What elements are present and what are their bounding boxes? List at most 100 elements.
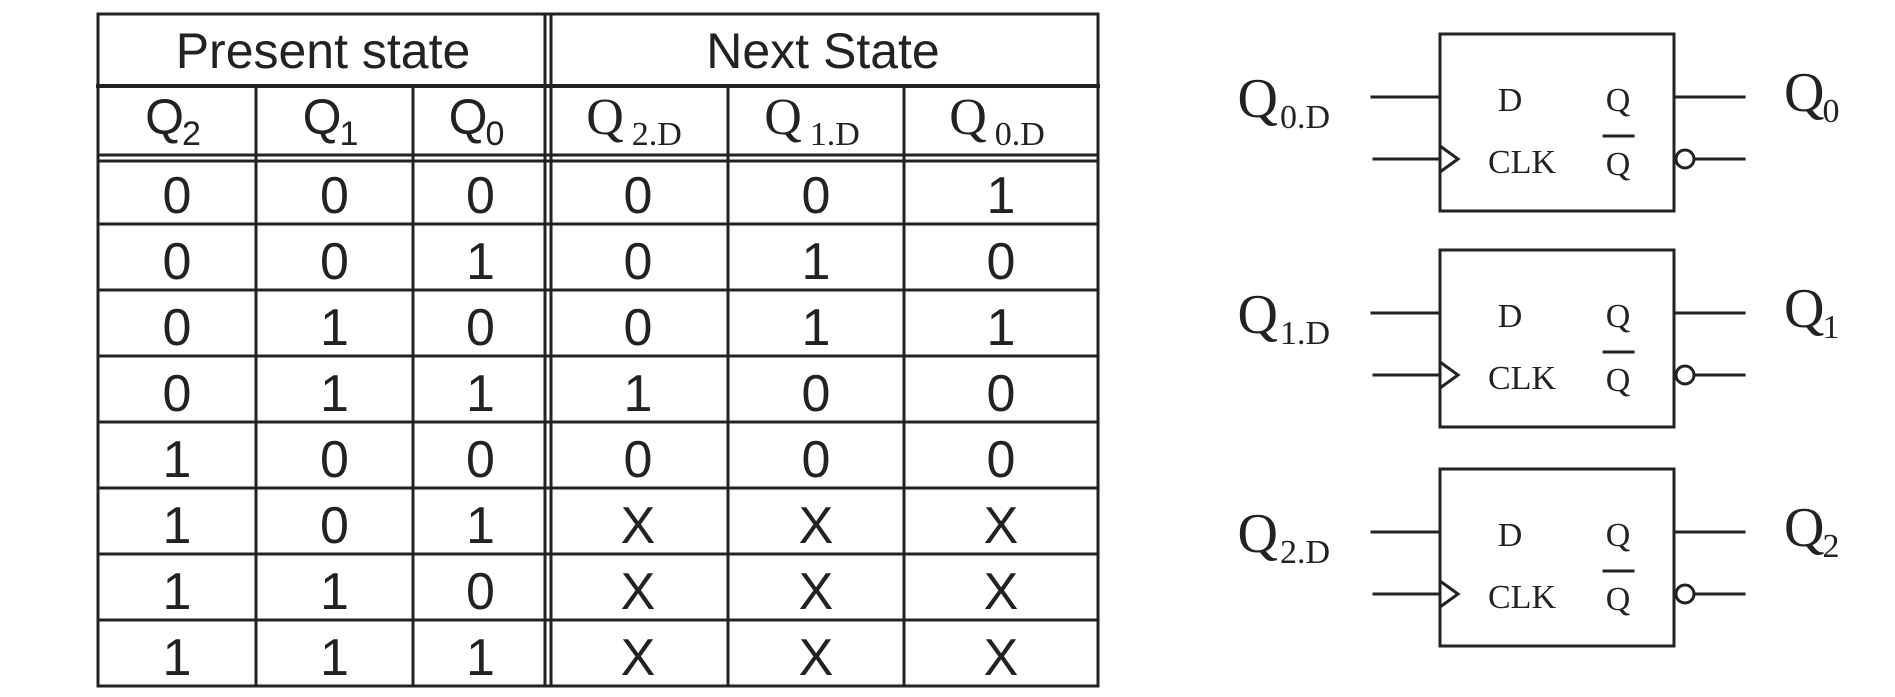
flip-flop-input-label-subscript: 0.D — [1280, 99, 1330, 136]
inversion-bubble — [1674, 583, 1696, 605]
table-cell: X — [799, 629, 834, 687]
flip-flop-input-label-subscript: 2.D — [1280, 534, 1330, 571]
flip-flop-input-label-base: Q — [1237, 503, 1277, 565]
table-cell: X — [621, 497, 656, 555]
table-cell: X — [799, 497, 834, 555]
flip-flop-output-label-base: Q — [1784, 62, 1824, 124]
flip-flop-output-label: Q2 — [1784, 497, 1839, 565]
table-cell: 0 — [163, 233, 192, 291]
column-header-base: Q — [303, 89, 342, 145]
pin-label-qbar: Q — [1606, 146, 1631, 183]
column-header: Q1 — [303, 89, 359, 153]
table-cell: 0 — [466, 431, 495, 489]
table-cell: 0 — [624, 299, 653, 357]
inversion-bubble — [1674, 364, 1696, 386]
pin-label-clk: CLK — [1488, 144, 1556, 181]
table-cell: X — [984, 563, 1019, 621]
column-header-subscript: 1 — [339, 115, 358, 153]
table-cell: 1 — [163, 431, 192, 489]
flip-flop-input-label: Q2.D — [1237, 503, 1330, 571]
table-cell: 0 — [466, 167, 495, 225]
next-state-header: Next State — [706, 23, 939, 79]
table-cell: 0 — [624, 167, 653, 225]
flip-flop-output-label-subscript: 1 — [1822, 309, 1839, 346]
flip-flop-box — [1438, 248, 1676, 429]
column-header: Q 1.D — [764, 89, 860, 153]
column-header-subscript: 2.D — [632, 116, 682, 153]
flip-flop-box — [1438, 467, 1676, 648]
column-header: Q2 — [145, 89, 201, 153]
flip-flop-output-label-subscript: 0 — [1822, 93, 1839, 130]
table-cell: 1 — [466, 497, 495, 555]
flip-flop-box — [1438, 32, 1676, 213]
table-cell: 0 — [987, 431, 1016, 489]
column-header-subscript: 0 — [485, 115, 504, 153]
table-cell: 1 — [163, 497, 192, 555]
column-header: Q 2.D — [586, 89, 682, 153]
pin-label-clk: CLK — [1488, 579, 1556, 616]
column-header: Q 0.D — [949, 89, 1045, 153]
table-cell: 0 — [320, 497, 349, 555]
table-cell: 0 — [320, 431, 349, 489]
pin-label-qbar: Q — [1606, 362, 1631, 399]
table-cell: 1 — [802, 233, 831, 291]
column-header-subscript: 0.D — [995, 116, 1045, 153]
inversion-bubble — [1674, 148, 1696, 170]
column-header: Q0 — [449, 89, 505, 153]
pin-label-q: Q — [1606, 82, 1631, 119]
table-cell: 0 — [624, 233, 653, 291]
table-cell: 1 — [163, 629, 192, 687]
table-cell: 0 — [624, 431, 653, 489]
flip-flop-input-label-base: Q — [1237, 284, 1277, 346]
column-header-subscript: 2 — [182, 115, 201, 153]
table-cell: X — [799, 563, 834, 621]
present-state-header: Present state — [176, 23, 471, 79]
table-cell: 1 — [802, 299, 831, 357]
flip-flop-input-label-base: Q — [1237, 68, 1277, 130]
table-cell: 0 — [802, 167, 831, 225]
table-cell: 0 — [163, 299, 192, 357]
table-cell: 1 — [320, 563, 349, 621]
pin-label-d: D — [1498, 298, 1523, 335]
table-cell: 1 — [320, 365, 349, 423]
table-cell: X — [984, 497, 1019, 555]
table-cell: 1 — [466, 365, 495, 423]
table-cell: 1 — [624, 365, 653, 423]
table-cell: 1 — [466, 233, 495, 291]
table-cell: 0 — [987, 365, 1016, 423]
flip-flop-output-label: Q1 — [1784, 278, 1839, 346]
table-cell: 0 — [466, 563, 495, 621]
pin-label-qbar: Q — [1606, 581, 1631, 618]
table-cell: X — [621, 563, 656, 621]
table-cell: 0 — [320, 233, 349, 291]
table-cell: 1 — [320, 299, 349, 357]
clock-triangle — [1439, 579, 1461, 609]
flip-flop-output-label-base: Q — [1784, 278, 1824, 340]
column-header-base: Q — [949, 89, 987, 146]
table-cell: 1 — [320, 629, 349, 687]
flip-flop-output-label-base: Q — [1784, 497, 1824, 559]
flip-flop-input-label-subscript: 1.D — [1280, 315, 1330, 352]
pin-label-q: Q — [1606, 298, 1631, 335]
table-cell: 0 — [802, 365, 831, 423]
column-header-subscript: 1.D — [810, 116, 860, 153]
table-cell: 0 — [987, 233, 1016, 291]
flip-flop-input-label: Q0.D — [1237, 68, 1330, 136]
flip-flop-input-label: Q1.D — [1237, 284, 1330, 352]
pin-label-d: D — [1498, 517, 1523, 554]
flip-flop-output-label: Q0 — [1784, 62, 1839, 130]
clock-triangle — [1439, 360, 1461, 390]
pin-label-d: D — [1498, 82, 1523, 119]
column-header-base: Q — [449, 89, 488, 145]
table-cell: 0 — [320, 167, 349, 225]
table-cell: 1 — [466, 629, 495, 687]
table-cell: 0 — [163, 167, 192, 225]
table-cell: 1 — [987, 167, 1016, 225]
table-cell: X — [984, 629, 1019, 687]
table-cell: 0 — [163, 365, 192, 423]
